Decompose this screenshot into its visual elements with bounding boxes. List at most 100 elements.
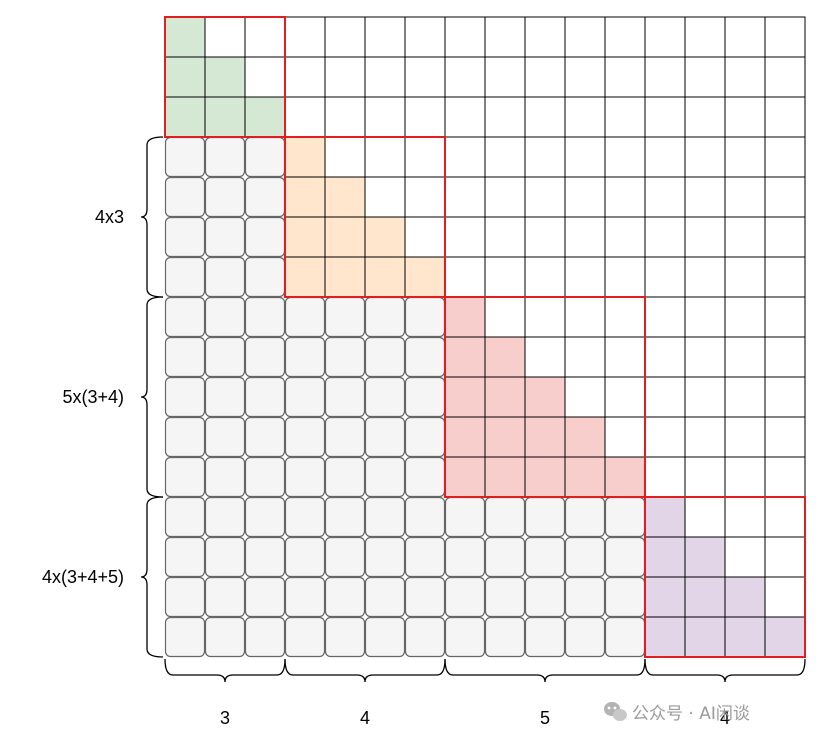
grid-cell-lower xyxy=(484,536,526,578)
grid-cell-lower xyxy=(324,536,366,578)
grid-cell-outline xyxy=(684,136,726,178)
block-borders xyxy=(164,16,806,658)
grid-cell-outline xyxy=(684,176,726,218)
grid-cell-outline xyxy=(644,216,686,258)
grid-cell-outline xyxy=(644,56,686,98)
grid-cell-lower xyxy=(524,616,566,658)
grid-cell-block-3 xyxy=(445,297,485,337)
grid-cell-outline xyxy=(724,416,766,458)
grid-cell-outline xyxy=(684,16,726,58)
grid-cell-outline xyxy=(444,16,486,58)
grid-cell-outline xyxy=(404,176,446,218)
grid-cell-lower xyxy=(484,496,526,538)
grid-cell-outline xyxy=(644,176,686,218)
grid-cell-lower xyxy=(204,136,246,178)
grid-cell-outline xyxy=(684,376,726,418)
grid-cell-block-1 xyxy=(205,97,245,137)
grid-cell-outline xyxy=(764,216,806,258)
grid-cell-lower xyxy=(164,296,206,338)
grid-cell-lower xyxy=(404,456,446,498)
grid-cell-block-3 xyxy=(485,457,525,497)
grid-cell-block-2 xyxy=(325,217,365,257)
grid-cell-outline xyxy=(404,56,446,98)
grid-cell-lower xyxy=(364,456,406,498)
grid-cell-outline xyxy=(604,16,646,58)
grid-cell-lower xyxy=(204,336,246,378)
grid-cell-outline xyxy=(364,16,406,58)
grid-cell-block-3 xyxy=(525,377,565,417)
grid-cell-outline xyxy=(604,56,646,98)
grid-cell-lower xyxy=(204,576,246,618)
grid-cell-lower xyxy=(204,296,246,338)
grid-cell-outline xyxy=(764,176,806,218)
grid-cell-outline xyxy=(564,296,606,338)
grid-cell-lower xyxy=(604,576,646,618)
grid-cell-outline xyxy=(444,96,486,138)
grid-cell-block-4 xyxy=(765,617,805,657)
grid-cell-outline xyxy=(324,56,366,98)
grid-cell-lower xyxy=(164,496,206,538)
grid-cell-outline xyxy=(484,216,526,258)
grid-cell-lower xyxy=(204,616,246,658)
grid-cell-lower xyxy=(364,536,406,578)
grid-cell-lower xyxy=(604,496,646,538)
grid-cell-lower xyxy=(164,336,206,378)
grid-cell-lower xyxy=(444,616,486,658)
grid-cell-outline xyxy=(684,456,726,498)
grid-cell-outline xyxy=(604,216,646,258)
grid-cell-lower xyxy=(564,536,606,578)
grid-cell-outline xyxy=(644,16,686,58)
grid-cell-lower xyxy=(324,296,366,338)
grid-cell-lower xyxy=(444,496,486,538)
grid-cell-block-2 xyxy=(365,217,405,257)
grid-cell-outline xyxy=(524,56,566,98)
grid-cell-block-3 xyxy=(445,457,485,497)
grid-cell-outline xyxy=(364,96,406,138)
block-border-block-3 xyxy=(444,296,646,498)
grid-cell-outline xyxy=(524,216,566,258)
grid-cell-lower xyxy=(564,576,606,618)
grid-cell-outline xyxy=(604,376,646,418)
grid-cell-lower xyxy=(284,576,326,618)
grid-cell-lower xyxy=(364,616,406,658)
grid-cell-lower xyxy=(284,416,326,458)
grid-cell-lower xyxy=(404,336,446,378)
grid-cell-outline xyxy=(764,56,806,98)
grid-cell-outline xyxy=(604,416,646,458)
grid-cell-lower xyxy=(404,496,446,538)
grid-cell-lower xyxy=(244,296,286,338)
grid-cell-lower xyxy=(204,176,246,218)
grid-cell-lower xyxy=(524,496,566,538)
grid-cell-outline xyxy=(764,576,806,618)
grid-cell-lower xyxy=(524,536,566,578)
grid-cell-outline xyxy=(324,16,366,58)
grid-cell-lower xyxy=(364,576,406,618)
grid-cell-outline xyxy=(404,216,446,258)
grid-cell-block-3 xyxy=(485,337,525,377)
grid-cell-block-4 xyxy=(645,497,685,537)
grid-cell-block-1 xyxy=(165,17,205,57)
grid-cell-block-2 xyxy=(285,177,325,217)
grid-cell-block-4 xyxy=(685,537,725,577)
grid-cell-outline xyxy=(484,136,526,178)
grid-cell-outline xyxy=(644,256,686,298)
grid-cell-lower xyxy=(404,616,446,658)
grid-cell-outline xyxy=(724,96,766,138)
grid-cell-lower xyxy=(324,616,366,658)
grid-cell-block-3 xyxy=(525,457,565,497)
grid-cell-outline xyxy=(604,256,646,298)
grid-cell-outline xyxy=(604,136,646,178)
grid-cell-outline xyxy=(564,16,606,58)
grid-cell-block-3 xyxy=(525,417,565,457)
braces xyxy=(140,136,806,683)
grid-cell-lower xyxy=(204,256,246,298)
grid-cell-lower xyxy=(284,376,326,418)
grid-cell-lower xyxy=(164,456,206,498)
grid-cell-lower xyxy=(164,616,206,658)
grid-cell-lower xyxy=(164,216,206,258)
grid-cell-lower xyxy=(244,216,286,258)
grid-cell-lower xyxy=(204,496,246,538)
grid-cell-lower xyxy=(244,576,286,618)
grid-cell-lower xyxy=(284,496,326,538)
